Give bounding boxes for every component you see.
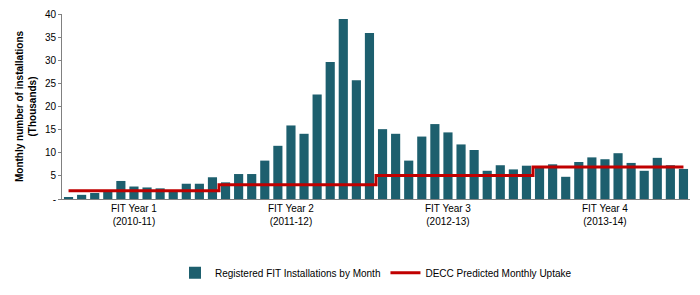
svg-text:30: 30 (45, 55, 57, 66)
svg-text:35: 35 (45, 32, 57, 43)
svg-text:-: - (53, 194, 56, 205)
svg-text:FIT Year 3(2012-13): FIT Year 3(2012-13) (425, 203, 471, 227)
svg-text:15: 15 (45, 124, 57, 135)
svg-text:Registered FIT Installations b: Registered FIT Installations by Month (215, 268, 380, 279)
svg-text:Monthly number of installation: Monthly number of installations(Thousand… (14, 31, 38, 183)
svg-text:FIT Year 2(2011-12): FIT Year 2(2011-12) (268, 203, 314, 227)
svg-text:40: 40 (45, 9, 57, 20)
svg-text:10: 10 (45, 147, 57, 158)
svg-text:FIT Year 1(2010-11): FIT Year 1(2010-11) (111, 203, 157, 227)
svg-text:25: 25 (45, 78, 57, 89)
svg-text:FIT Year 4(2013-14): FIT Year 4(2013-14) (582, 203, 628, 227)
svg-text:20: 20 (45, 101, 57, 112)
svg-text:DECC Predicted Monthly Uptake: DECC Predicted Monthly Uptake (425, 268, 571, 279)
svg-text:5: 5 (50, 170, 56, 181)
